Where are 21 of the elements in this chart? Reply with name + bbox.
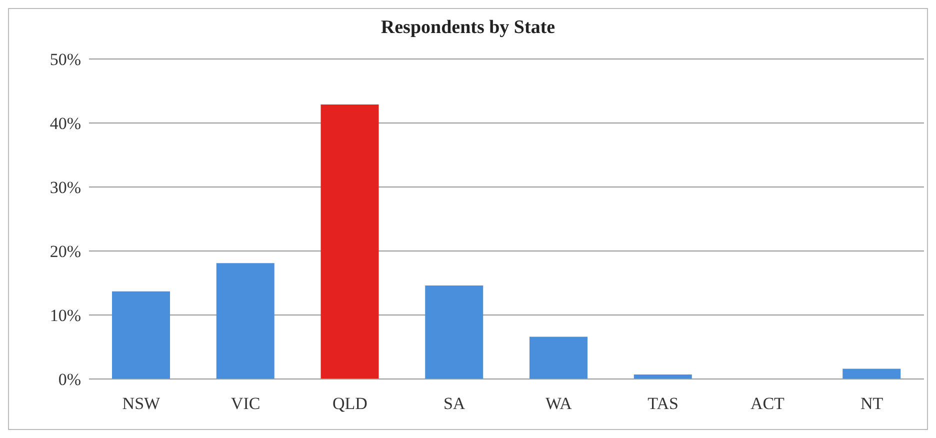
y-tick-label: 10%: [50, 306, 81, 326]
x-tick-label: NT: [860, 394, 884, 414]
x-tick-label: VIC: [230, 394, 260, 414]
x-tick-label: WA: [545, 394, 573, 414]
y-tick-label: 50%: [50, 50, 81, 70]
bar: [112, 291, 170, 379]
y-tick-label: 40%: [50, 114, 81, 134]
y-tick-label: 0%: [58, 370, 81, 390]
bar: [216, 263, 274, 379]
chart-title: Respondents by State: [380, 17, 556, 39]
y-tick-label: 30%: [50, 178, 81, 198]
x-tick-label: ACT: [750, 394, 786, 414]
x-tick-label: TAS: [648, 394, 678, 414]
bar: [425, 286, 484, 379]
x-tick-label: NSW: [122, 394, 162, 414]
y-tick-label: 20%: [50, 242, 81, 262]
bar: [530, 336, 588, 379]
x-tick-label: SA: [443, 394, 466, 414]
x-tick-label: QLD: [332, 394, 368, 414]
bar: [842, 368, 901, 379]
bar: [320, 104, 379, 379]
